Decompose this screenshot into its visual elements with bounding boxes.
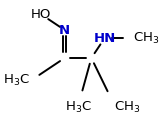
- Text: HO: HO: [30, 7, 51, 20]
- Text: H$_3$C: H$_3$C: [3, 72, 30, 88]
- Text: CH$_3$: CH$_3$: [114, 100, 140, 115]
- Text: CH$_3$: CH$_3$: [133, 30, 160, 46]
- Text: N: N: [59, 23, 70, 36]
- Text: H$_3$C: H$_3$C: [64, 100, 92, 115]
- Text: HN: HN: [94, 31, 116, 44]
